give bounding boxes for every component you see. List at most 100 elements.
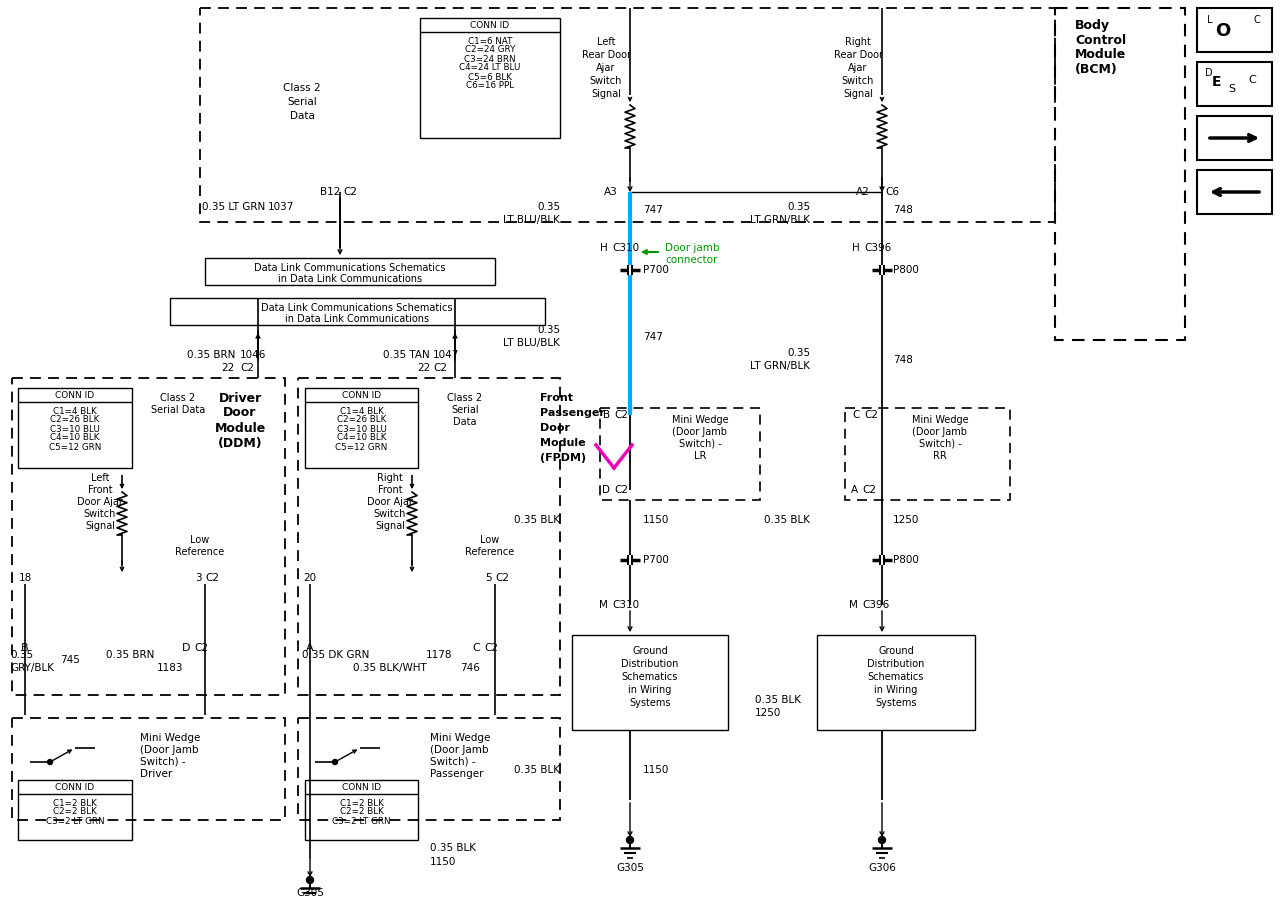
Text: Reference: Reference [466, 547, 515, 557]
Text: 3: 3 [196, 573, 202, 583]
Text: Right: Right [378, 473, 403, 483]
Text: C1=4 BLK: C1=4 BLK [339, 406, 384, 415]
Text: Left: Left [91, 473, 109, 483]
Text: C2=2 BLK: C2=2 BLK [339, 807, 384, 816]
Text: 0.35 BRN: 0.35 BRN [187, 350, 236, 360]
Text: G305: G305 [616, 863, 644, 873]
Text: G306: G306 [868, 863, 896, 873]
Text: 0.35: 0.35 [10, 650, 33, 660]
Text: 747: 747 [643, 332, 663, 342]
Text: C2: C2 [433, 363, 447, 373]
Text: 0.35: 0.35 [787, 202, 810, 212]
Text: Door: Door [223, 406, 257, 420]
Text: (Door Jamb: (Door Jamb [913, 427, 968, 437]
Text: C: C [1253, 15, 1260, 25]
Text: in Wiring: in Wiring [874, 685, 918, 695]
Text: (Door Jamb: (Door Jamb [140, 745, 198, 755]
Text: Mini Wedge: Mini Wedge [430, 733, 490, 743]
Text: D: D [1204, 68, 1212, 78]
Bar [1197, 170, 1272, 214]
Text: 0.35: 0.35 [536, 325, 561, 335]
Text: connector: connector [666, 255, 717, 265]
Text: Control: Control [1075, 33, 1126, 47]
Text: GRY/BLK: GRY/BLK [10, 663, 54, 673]
Text: 0.35 TAN: 0.35 TAN [383, 350, 430, 360]
Text: LT BLU/BLK: LT BLU/BLK [503, 215, 561, 225]
Text: Switch) -: Switch) - [678, 439, 722, 449]
Text: (Door Jamb: (Door Jamb [430, 745, 489, 755]
Text: Door: Door [540, 423, 570, 433]
Text: 0.35 BLK: 0.35 BLK [430, 843, 476, 853]
Text: Right: Right [845, 37, 870, 47]
Bar [572, 635, 728, 730]
Bar [12, 718, 285, 820]
Text: Systems: Systems [630, 698, 671, 708]
Text: in Wiring: in Wiring [628, 685, 672, 695]
Text: C2: C2 [614, 485, 628, 495]
Text: C396: C396 [864, 243, 891, 253]
Text: 20: 20 [303, 573, 316, 583]
Text: C310: C310 [612, 243, 639, 253]
Text: 0.35 LT GRN: 0.35 LT GRN [202, 202, 265, 212]
Text: CONN ID: CONN ID [342, 782, 381, 791]
Circle shape [626, 837, 634, 843]
Text: Switch) -: Switch) - [430, 757, 476, 767]
Text: RR: RR [933, 451, 947, 461]
Text: Distribution: Distribution [621, 659, 678, 669]
Text: 1178: 1178 [425, 650, 452, 660]
Text: Switch: Switch [590, 76, 622, 86]
Bar [18, 780, 132, 840]
Text: Switch) -: Switch) - [140, 757, 186, 767]
Text: Low: Low [191, 535, 210, 545]
Text: Mini Wedge: Mini Wedge [911, 415, 968, 425]
Text: LT BLU/BLK: LT BLU/BLK [503, 338, 561, 348]
Bar [420, 18, 561, 138]
Bar [845, 408, 1010, 500]
Text: CONN ID: CONN ID [55, 390, 95, 399]
Text: 0.35: 0.35 [536, 202, 561, 212]
Text: CONN ID: CONN ID [471, 21, 509, 30]
Text: Left: Left [596, 37, 616, 47]
Text: Data Link Communications Schematics: Data Link Communications Schematics [261, 303, 453, 313]
Text: M: M [849, 600, 858, 610]
Text: Driver: Driver [219, 391, 261, 405]
Text: Class 2: Class 2 [160, 393, 196, 403]
Text: 5: 5 [485, 573, 492, 583]
Text: Door Ajar: Door Ajar [367, 497, 413, 507]
Text: C: C [852, 410, 860, 420]
Bar [305, 388, 419, 468]
Text: C1=2 BLK: C1=2 BLK [339, 798, 384, 807]
Circle shape [878, 837, 886, 843]
Text: Reference: Reference [175, 547, 224, 557]
Text: 1150: 1150 [643, 765, 669, 775]
Text: C3=24 BRN: C3=24 BRN [465, 55, 516, 64]
Text: 1250: 1250 [893, 515, 919, 525]
Text: Module: Module [214, 422, 266, 434]
Text: Systems: Systems [876, 698, 916, 708]
Text: Class 2: Class 2 [448, 393, 483, 403]
Text: CONN ID: CONN ID [55, 782, 95, 791]
Bar [200, 8, 1055, 222]
Text: (DDM): (DDM) [218, 437, 262, 449]
Bar [305, 780, 419, 840]
Text: P700: P700 [643, 265, 669, 275]
Text: Passenger: Passenger [430, 769, 484, 779]
Text: C2: C2 [343, 187, 357, 197]
Text: Distribution: Distribution [868, 659, 924, 669]
Text: 748: 748 [893, 355, 913, 365]
Bar [205, 258, 495, 285]
Text: C3=10 BLU: C3=10 BLU [337, 424, 387, 433]
Text: 0.35 BLK: 0.35 BLK [515, 515, 561, 525]
Text: (BCM): (BCM) [1075, 64, 1117, 76]
Text: 0.35 DK GRN: 0.35 DK GRN [302, 650, 370, 660]
Text: Schematics: Schematics [622, 672, 678, 682]
Text: H: H [600, 243, 608, 253]
Text: C3=10 BLU: C3=10 BLU [50, 424, 100, 433]
Text: B: B [22, 643, 29, 653]
Text: 22: 22 [417, 363, 430, 373]
Text: in Data Link Communications: in Data Link Communications [285, 314, 429, 324]
Text: 1150: 1150 [643, 515, 669, 525]
Bar [600, 408, 760, 500]
Text: Switch: Switch [83, 509, 116, 519]
Circle shape [333, 760, 338, 764]
